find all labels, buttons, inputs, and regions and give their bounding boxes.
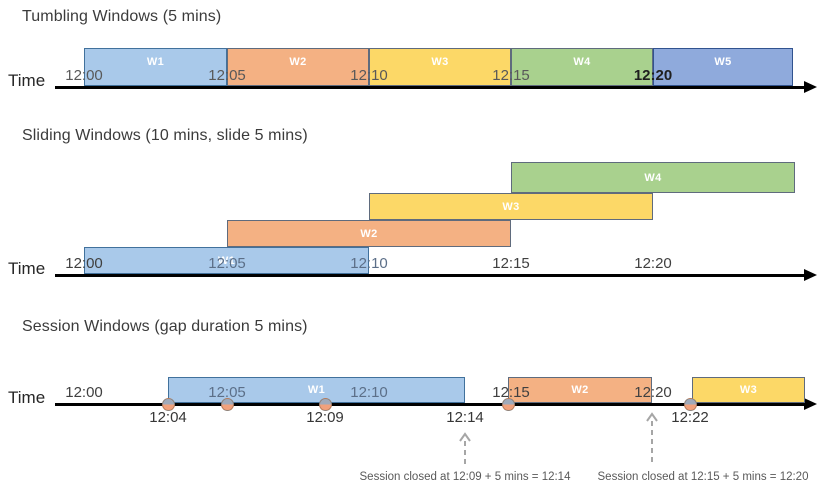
session-window-w1: W1 <box>168 377 465 403</box>
window-label: W2 <box>360 227 378 240</box>
tumbling-time-axis-label: Time <box>8 71 46 90</box>
tumbling-tick-1205: 12:05 <box>208 67 246 84</box>
tumbling-window-w3: W3 <box>369 48 511 86</box>
window-label: W1 <box>217 254 236 267</box>
event-time-1214: 12:14 <box>446 409 484 426</box>
sliding-tick-1220: 12:20 <box>634 255 672 272</box>
session-tick-1200: 12:00 <box>65 384 103 401</box>
sliding-time-axis-label: Time <box>8 259 46 278</box>
session-closed-arrow-icon <box>459 432 471 465</box>
sliding-window-w4: W4 <box>511 162 795 193</box>
event-dot-1209 <box>319 398 332 411</box>
window-label: W5 <box>714 56 732 68</box>
event-time-1204: 12:04 <box>149 409 187 426</box>
tumbling-tick-1220: 12:20 <box>633 67 673 84</box>
session-time-axis-label: Time <box>8 388 46 407</box>
event-time-1209: 12:09 <box>306 409 344 426</box>
sliding-section-title: Sliding Windows (10 mins, slide 5 mins) <box>22 127 308 144</box>
window-label: W3 <box>502 200 520 213</box>
tumbling-window-w4: W4 <box>511 48 653 86</box>
sliding-axis-arrow-icon <box>804 269 817 281</box>
window-label: W4 <box>573 56 591 68</box>
sliding-window-w3: W3 <box>369 193 653 220</box>
tumbling-window-w5: W5 <box>653 48 793 86</box>
tumbling-axis-arrow-icon <box>804 81 817 93</box>
session-section-title: Session Windows (gap duration 5 mins) <box>22 318 308 335</box>
window-label: W1 <box>307 383 326 396</box>
session-window-w2: W2 <box>508 377 652 403</box>
tumbling-tick-1200: 12:00 <box>65 67 103 84</box>
tumbling-section-title: Tumbling Windows (5 mins) <box>22 8 222 25</box>
session-tick-1220: 12:20 <box>634 384 672 401</box>
event-dot-1215 <box>502 398 515 411</box>
window-label: W2 <box>571 383 589 396</box>
tumbling-tick-1210: 12:10 <box>350 67 388 84</box>
window-label: W3 <box>431 56 449 68</box>
tumbling-tick-1215: 12:15 <box>492 67 530 84</box>
tumbling-window-w1: W1 <box>84 48 227 86</box>
session-window-w3: W3 <box>692 377 805 403</box>
session-axis-arrow-icon <box>804 398 817 410</box>
sliding-window-w2: W2 <box>227 220 511 247</box>
window-label: W2 <box>289 56 307 68</box>
sliding-tick-1215: 12:15 <box>492 255 530 272</box>
window-label: W4 <box>644 171 662 184</box>
session-tick-1210: 12:10 <box>350 384 388 401</box>
window-label: W1 <box>146 56 165 68</box>
session-closed-annotation-1: Session closed at 12:09 + 5 mins = 12:14 <box>359 471 571 483</box>
sliding-tick-1200: 12:00 <box>65 255 103 272</box>
session-closed-annotation-2: Session closed at 12:15 + 5 mins = 12:20 <box>597 471 809 483</box>
session-closed-arrow-icon <box>646 412 658 465</box>
tumbling-window-w2: W2 <box>227 48 369 86</box>
tumbling-time-axis-line <box>55 86 805 89</box>
session-tick-1205: 12:05 <box>208 384 246 401</box>
sliding-tick-1210: 12:10 <box>350 255 388 272</box>
sliding-tick-1205: 12:05 <box>208 255 246 272</box>
event-dot-1204 <box>162 398 175 411</box>
event-dot-1222 <box>684 398 697 411</box>
window-label: W3 <box>739 383 758 396</box>
sliding-time-axis-line <box>55 274 805 277</box>
event-time-1222: 12:22 <box>671 409 709 426</box>
sliding-window-w1: W1 <box>84 247 369 274</box>
session-time-axis-line <box>55 403 805 406</box>
event-dot-1205 <box>221 398 234 411</box>
session-tick-1215: 12:15 <box>492 384 530 401</box>
